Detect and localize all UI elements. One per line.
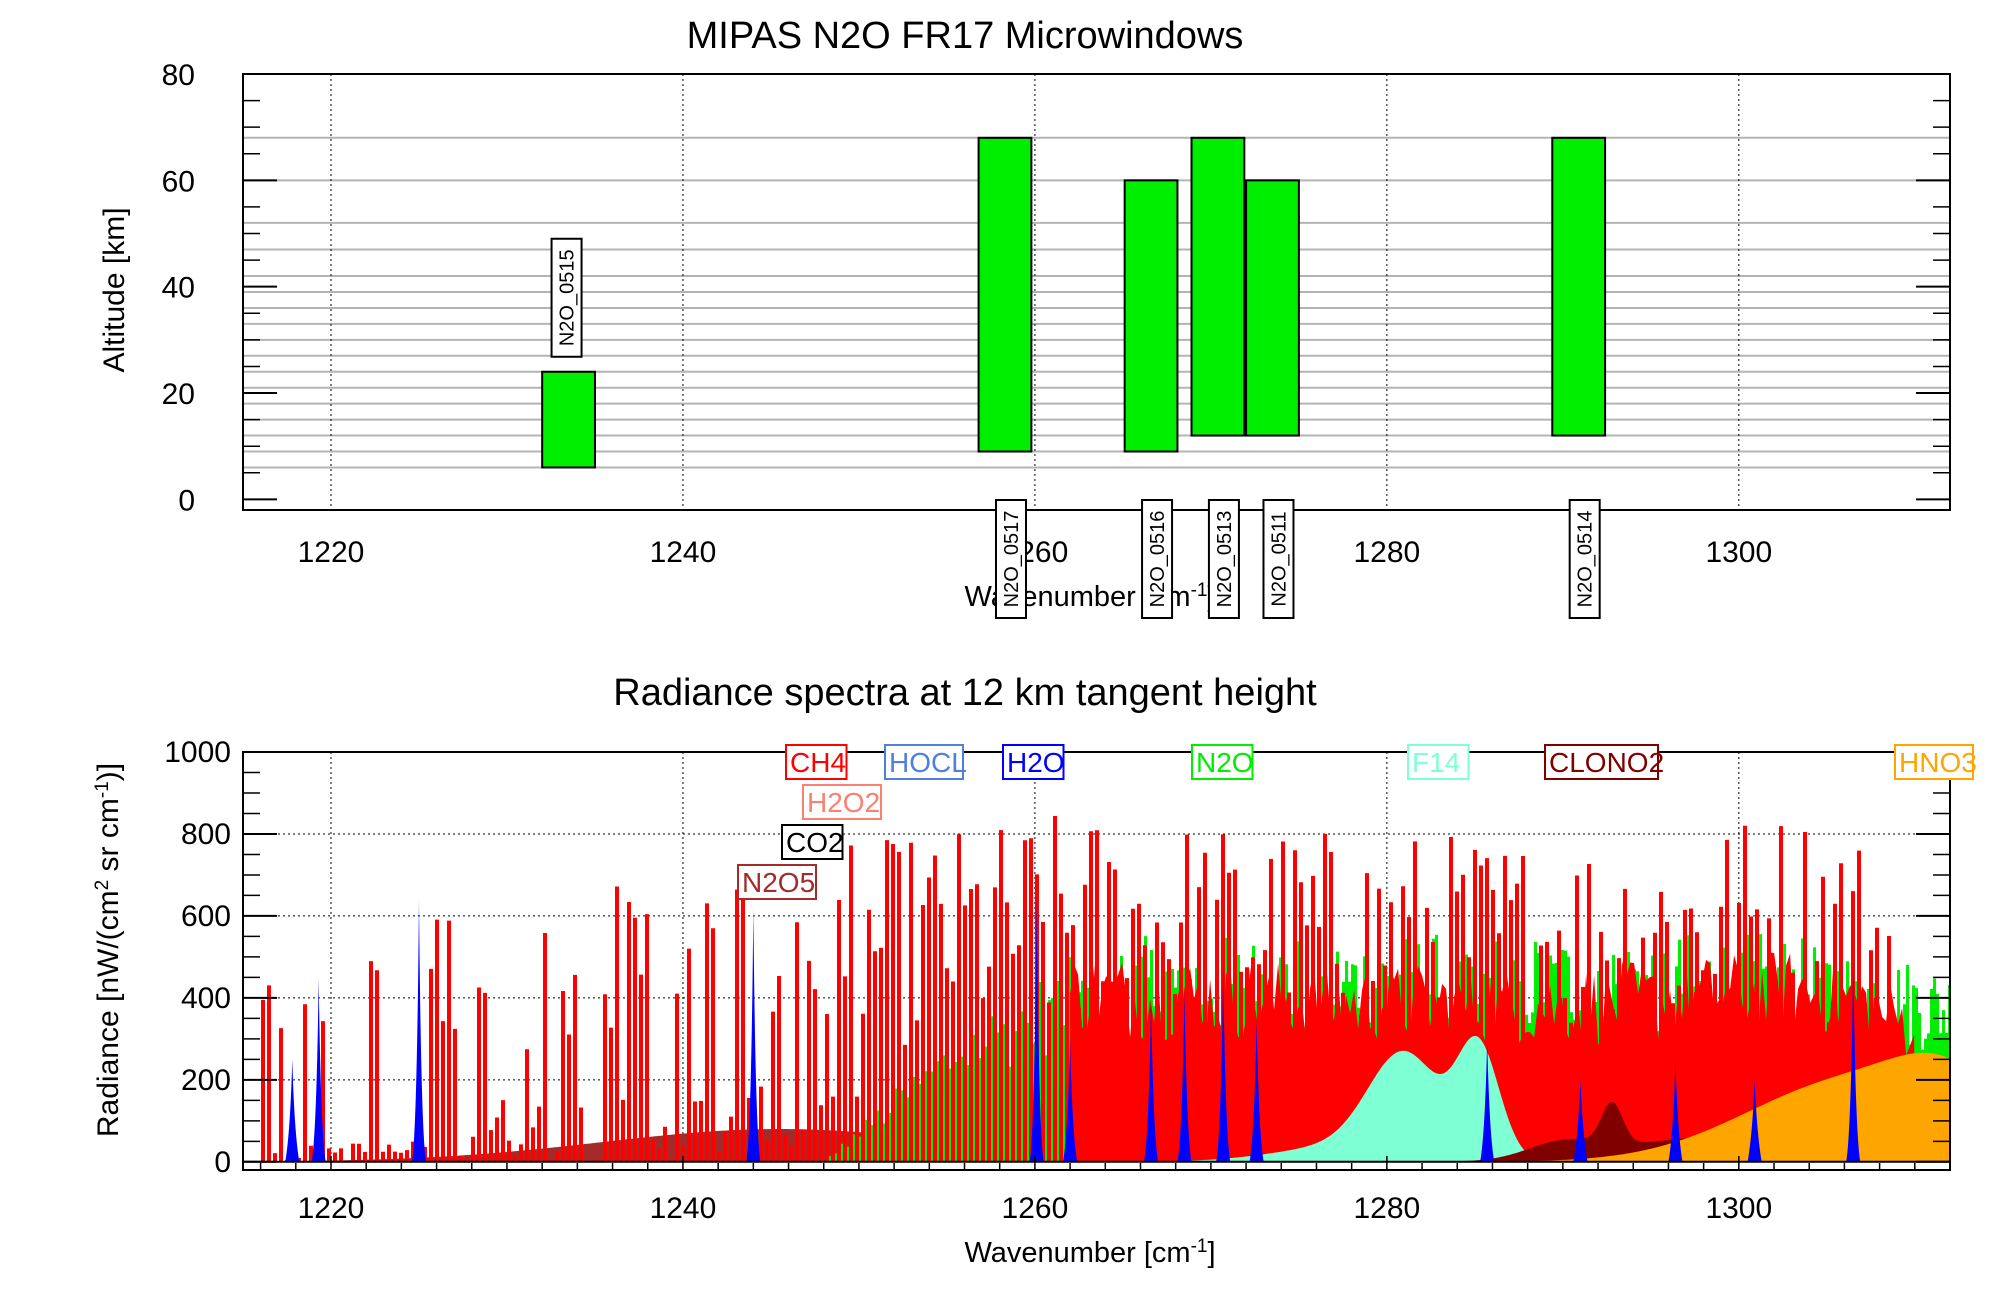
series-ch4-fill (1070, 951, 1915, 1162)
y-tick-label: 1000 (164, 736, 231, 769)
y-tick-label: 200 (181, 1064, 231, 1097)
microwindow-label: N2O_0514 (1575, 511, 1597, 608)
legend-box (1894, 744, 1974, 780)
microwindow-label-box (1568, 499, 1601, 619)
series-h2o-line (1573, 1079, 1588, 1162)
x-tick-label: 1280 (1353, 1192, 1420, 1225)
microwindow-label-box (1141, 499, 1174, 619)
legend-box (802, 784, 882, 820)
legend-box (1002, 744, 1065, 780)
microwindow-label-box (550, 237, 583, 358)
legend-box (884, 744, 964, 780)
legend-label: CO2 (786, 827, 844, 858)
y-tick-label: 0 (214, 1146, 231, 1179)
x-tick-label: 1240 (650, 536, 717, 569)
x-tick-label: 1220 (298, 536, 365, 569)
series-h2o-line (1144, 997, 1159, 1162)
bottom-chart-axes: 0 200 400 600 800 1000 1220 1240 1260 1280 1300 (164, 736, 1951, 1225)
bottom-chart-title: Radiance spectra at 12 km tangent height (613, 672, 1317, 714)
microwindow-bar (1123, 179, 1179, 453)
x-tick-label: 1220 (298, 1192, 365, 1225)
series-h2o-line (1249, 1018, 1264, 1162)
series-h2o-line (285, 1059, 300, 1162)
series-h2o-line (1216, 965, 1231, 1162)
microwindow-label-box (1262, 499, 1295, 619)
y-tick-label: 0 (178, 484, 195, 517)
legend-label: H2O (1007, 747, 1065, 778)
microwindow-label: N2O_0515 (557, 249, 579, 346)
legend-box (737, 864, 817, 900)
y-tick-label: 400 (181, 982, 231, 1015)
microwindow-label: N2O_0517 (1001, 511, 1023, 608)
microwindow-bar (1190, 136, 1246, 437)
series-h2o-line (1668, 1059, 1683, 1162)
microwindow-bar (1245, 179, 1300, 437)
x-tick-label: 1280 (1353, 536, 1420, 569)
microwindow-label: N2O_0516 (1147, 511, 1169, 608)
legend-box (1191, 744, 1254, 780)
legend-label: F14 (1412, 747, 1460, 778)
bottom-chart-xlabel: Wavenumber [cm-1] (964, 1236, 1215, 1269)
legend-label: N2O (1196, 747, 1254, 778)
microwindow-labels: N2O_0515 N2O_0517 N2O_0516 N2O_0513 N2O_0511… (550, 237, 1601, 619)
series-h2o-line (1846, 956, 1861, 1162)
y-tick-label: 20 (162, 378, 195, 411)
legend-box (785, 744, 848, 780)
y-tick-label: 600 (181, 900, 231, 933)
legend-box (781, 824, 844, 860)
series-hno3 (243, 1052, 1950, 1162)
series-n2o5 (243, 1129, 1950, 1162)
legend-label: CLONO2 (1549, 747, 1664, 778)
radiance-chart: Radiance spectra at 12 km tangent height… (92, 672, 1977, 1269)
bottom-chart-frame (242, 751, 1951, 1171)
bottom-chart-legend: CH4 HOCL H2O N2O F14 CLONO2 HNO3 H2O2 CO2 N2O5 (737, 744, 1977, 900)
series-h2o-line (1063, 1038, 1078, 1162)
microwindow-label: N2O_0513 (1214, 511, 1236, 608)
series-h2o-line (311, 977, 326, 1162)
x-tick-label: 1240 (650, 1192, 717, 1225)
microwindow-bar (1551, 136, 1607, 437)
top-chart-frame (242, 73, 1951, 511)
top-chart-title: MIPAS N2O FR17 Microwindows (687, 15, 1244, 57)
series-h2o-line (1480, 1038, 1495, 1162)
series-h2o-line (1177, 989, 1192, 1162)
y-tick-label: 800 (181, 818, 231, 851)
legend-label: H2O2 (807, 787, 880, 818)
legend-label: HNO3 (1899, 747, 1977, 778)
series-h2o-line (1747, 1079, 1762, 1162)
legend-label: CH4 (790, 747, 846, 778)
top-chart-grid (243, 74, 1950, 510)
x-tick-label: 1300 (1705, 1192, 1772, 1225)
microwindow-bar (541, 370, 596, 469)
top-chart-ylabel: Altitude [km] (98, 207, 131, 372)
y-tick-label: 80 (162, 59, 195, 92)
microwindow-bars (541, 136, 1607, 469)
microwindows-chart: MIPAS N2O FR17 Microwindows 0 20 40 60 80 122… (98, 15, 1951, 619)
microwindow-label-box (1207, 499, 1240, 619)
legend-box (1407, 744, 1470, 780)
bottom-chart-ylabel: Radiance [nW/(cm2 sr cm-1)] (92, 763, 125, 1137)
legend-label: N2O5 (742, 867, 815, 898)
x-tick-label: 1260 (1002, 1192, 1069, 1225)
legend-box (1544, 744, 1659, 780)
radiance-spectra (243, 816, 1952, 1163)
y-tick-label: 60 (162, 165, 195, 198)
series-h2o-line (1029, 895, 1044, 1162)
series-h2o-line (746, 907, 761, 1162)
series-h2o-line (411, 899, 426, 1162)
microwindow-label-box (994, 499, 1027, 619)
legend-label: HOCL (889, 747, 967, 778)
microwindow-label: N2O_0511 (1268, 511, 1290, 606)
x-tick-label: 1300 (1705, 536, 1772, 569)
y-tick-label: 40 (162, 272, 195, 305)
microwindow-bar (977, 136, 1033, 453)
